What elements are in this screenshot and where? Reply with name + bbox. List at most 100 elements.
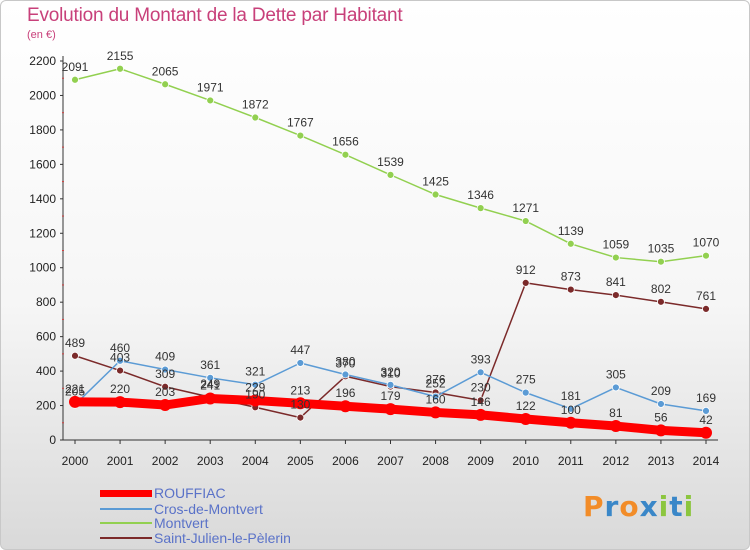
data-label-saint-julien-le-pelerin: 873 <box>561 270 581 284</box>
data-label-rouffiac: 196 <box>335 386 355 400</box>
data-point-montvert <box>657 257 665 266</box>
x-tick-label: 2006 <box>332 454 359 468</box>
x-tick-label: 2014 <box>693 454 720 468</box>
y-tick-label: 800 <box>36 295 56 309</box>
data-point-montvert <box>341 150 350 159</box>
logo-letter: x <box>639 490 659 523</box>
data-point-cros-de-montvert <box>566 404 575 413</box>
data-point-rouffiac <box>564 416 577 429</box>
data-label-saint-julien-le-pelerin: 370 <box>335 356 355 370</box>
chart-unit: (en €) <box>27 29 56 41</box>
legend-swatch-rouffiac <box>100 489 152 497</box>
data-label-rouffiac: 203 <box>155 385 175 399</box>
data-label-cros-de-montvert: 252 <box>426 377 446 391</box>
proxiti-logo: Proxiti <box>583 490 694 523</box>
data-label-rouffiac: 81 <box>609 406 623 420</box>
data-label-saint-julien-le-pelerin: 130 <box>290 398 310 412</box>
data-point-cros-de-montvert <box>521 388 530 397</box>
data-point-saint-julien-le-pelerin <box>566 285 575 294</box>
data-label-montvert: 1139 <box>558 224 584 238</box>
data-point-montvert <box>521 217 530 225</box>
data-point-saint-julien-le-pelerin <box>702 305 710 313</box>
data-label-rouffiac: 221 <box>65 382 85 396</box>
y-tick-label: 1400 <box>29 192 56 206</box>
x-tick-label: 2009 <box>467 454 494 468</box>
logo-letter: r <box>604 490 620 523</box>
data-point-rouffiac <box>429 406 442 419</box>
y-tick-label: 200 <box>36 399 56 413</box>
data-point-montvert <box>71 75 79 84</box>
data-point-saint-julien-le-pelerin <box>657 297 665 306</box>
data-label-montvert: 1070 <box>693 236 720 250</box>
legend-label-saint-julien: Saint-Julien-le-Pèlerin <box>154 530 291 546</box>
data-point-saint-julien-le-pelerin <box>71 351 79 360</box>
data-label-montvert: 1059 <box>603 238 630 252</box>
data-label-saint-julien-le-pelerin: 841 <box>606 275 626 289</box>
data-label-rouffiac: 213 <box>290 383 310 397</box>
data-label-saint-julien-le-pelerin: 310 <box>380 367 400 381</box>
x-tick-label: 2003 <box>197 454 224 468</box>
data-point-montvert <box>431 190 440 199</box>
data-point-cros-de-montvert <box>341 370 350 379</box>
data-point-cros-de-montvert <box>386 380 395 389</box>
data-point-rouffiac <box>204 392 217 405</box>
y-tick-label: 2000 <box>29 88 56 102</box>
data-point-rouffiac <box>700 426 712 439</box>
data-label-rouffiac: 220 <box>110 382 130 396</box>
data-label-montvert: 1271 <box>512 201 539 215</box>
x-tick-label: 2008 <box>422 454 449 468</box>
data-point-rouffiac <box>339 400 352 413</box>
logo-letter: t <box>669 490 684 523</box>
data-label-rouffiac: 160 <box>426 392 446 406</box>
data-label-rouffiac: 100 <box>561 403 581 417</box>
data-label-saint-julien-le-pelerin: 802 <box>651 282 671 296</box>
data-point-rouffiac <box>384 403 397 416</box>
data-label-rouffiac: 229 <box>245 381 265 395</box>
x-tick-label: 2010 <box>512 454 539 468</box>
data-point-montvert <box>702 251 710 260</box>
data-point-cros-de-montvert <box>206 373 215 382</box>
data-label-cros-de-montvert: 409 <box>155 350 175 364</box>
data-point-rouffiac <box>69 395 81 408</box>
data-point-montvert <box>251 113 260 122</box>
data-point-montvert <box>566 239 575 248</box>
data-label-montvert: 1035 <box>648 242 675 256</box>
data-label-montvert: 2065 <box>152 64 179 78</box>
legend-label-cros-de-montvert: Cros-de-Montvert <box>154 501 263 517</box>
data-point-cros-de-montvert <box>251 380 260 389</box>
data-point-cros-de-montvert <box>657 400 665 408</box>
x-tick-label: 2002 <box>152 454 179 468</box>
data-label-montvert: 2155 <box>107 49 134 63</box>
data-label-saint-julien-le-pelerin: 190 <box>245 387 265 401</box>
x-tick-label: 2004 <box>242 454 269 468</box>
logo-letter: i <box>658 490 670 523</box>
data-label-cros-de-montvert: 361 <box>200 358 220 372</box>
data-label-rouffiac: 146 <box>471 395 491 409</box>
data-label-saint-julien-le-pelerin: 276 <box>426 372 446 386</box>
data-label-montvert: 2091 <box>62 60 89 74</box>
legend-swatch-cros-de-montvert <box>100 508 152 510</box>
data-label-cros-de-montvert: 393 <box>471 352 491 366</box>
data-label-montvert: 1971 <box>197 80 224 94</box>
data-point-rouffiac <box>249 394 262 407</box>
data-label-saint-julien-le-pelerin: 761 <box>696 289 716 303</box>
data-label-saint-julien-le-pelerin: 912 <box>516 263 536 277</box>
data-point-saint-julien-le-pelerin <box>296 413 305 422</box>
data-point-rouffiac <box>159 399 172 412</box>
chart-title: Evolution du Montant de la Dette par Hab… <box>27 5 403 26</box>
data-point-cros-de-montvert <box>702 406 710 415</box>
data-point-rouffiac <box>654 424 667 437</box>
x-tick-label: 2012 <box>603 454 630 468</box>
data-label-cros-de-montvert: 305 <box>606 367 626 381</box>
data-point-cros-de-montvert <box>116 356 124 365</box>
data-point-montvert <box>611 253 620 262</box>
data-label-saint-julien-le-pelerin: 403 <box>110 351 130 365</box>
data-point-rouffiac <box>609 420 622 433</box>
y-tick-label: 600 <box>36 330 56 344</box>
data-point-cros-de-montvert <box>431 392 440 401</box>
data-point-montvert <box>116 64 124 73</box>
data-label-saint-julien-le-pelerin: 230 <box>471 380 491 394</box>
legend-item-montvert: Montvert <box>100 515 208 531</box>
legend-swatch-saint-julien <box>100 537 152 539</box>
